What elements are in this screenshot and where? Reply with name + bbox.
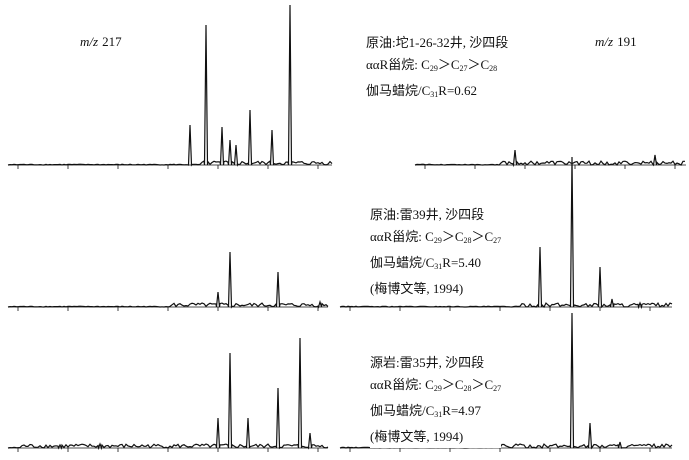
subscript: 28 [489,64,498,73]
text: ααR甾烷: C [370,229,434,244]
subscript: 28 [463,384,472,393]
text: 原油:雷39井, 沙四段 [370,207,485,222]
annotation-line: ααR甾烷: C29＞C28＞C27 [370,374,501,400]
text: 源岩:雷35井, 沙四段 [370,355,485,370]
text: ＞C [471,377,494,392]
text: 伽马蜡烷/C [370,403,435,418]
subscript: 28 [463,236,472,245]
text: 伽马蜡烷/C [366,83,431,98]
ion-symbol: m/z [80,34,99,49]
annotation-line: 原油:坨1-26-32井, 沙四段 [366,32,508,54]
annotation-line: ααR甾烷: C29＞C27＞C28 [366,54,508,80]
text: ααR甾烷: C [366,57,430,72]
annotation: 原油:雷39井, 沙四段 ααR甾烷: C29＞C28＞C27 伽马蜡烷/C31R=… [370,204,502,300]
text: R=4.97 [442,403,482,418]
subscript: 27 [493,384,502,393]
subscript: 29 [433,384,442,393]
text: ＞C [441,377,464,392]
subscript: 31 [434,262,443,271]
annotation-line: 源岩:雷35井, 沙四段 [370,352,501,374]
annotation-line: (梅博文等, 1994) [370,278,501,300]
subscript: 27 [493,236,502,245]
text: ＞C [467,57,490,72]
text: (梅博文等, 1994) [370,429,464,444]
ion-mass: 191 [617,34,637,49]
annotation-line: 伽马蜡烷/C31R=4.97 [370,400,501,426]
annotation: 源岩:雷35井, 沙四段 ααR甾烷: C29＞C28＞C27 伽马蜡烷/C31R=… [370,352,502,448]
text: ＞C [437,57,460,72]
annotation-line: 原油:雷39井, 沙四段 [370,204,501,226]
text: (梅博文等, 1994) [370,281,464,296]
trace [7,251,329,309]
trace [339,156,673,310]
annotation-line: (梅博文等, 1994) [370,426,501,448]
text: 原油:坨1-26-32井, 沙四段 [366,35,509,50]
text: R=0.62 [438,83,478,98]
ion-label: m/z 217 [80,34,122,50]
text: 伽马蜡烷/C [370,255,435,270]
ion-label: m/z 191 [595,34,637,50]
text: ααR甾烷: C [370,377,434,392]
trace [7,4,333,167]
annotation-line: 伽马蜡烷/C31R=5.40 [370,252,501,278]
subscript: 29 [433,236,442,245]
subscript: 27 [459,64,468,73]
annotation: 原油:坨1-26-32井, 沙四段 ααR甾烷: C29＞C27＞C28 伽马蜡烷/… [366,32,509,106]
subscript: 29 [429,64,438,73]
subscript: 31 [430,90,439,99]
trace [7,337,329,451]
annotation-line: 伽马蜡烷/C31R=0.62 [366,80,508,106]
annotation-line: ααR甾烷: C29＞C28＞C27 [370,226,501,252]
ion-symbol: m/z [595,34,614,49]
text: R=5.40 [442,255,482,270]
trace [414,149,685,168]
subscript: 31 [434,410,443,419]
text: ＞C [471,229,494,244]
ion-mass: 217 [102,34,122,49]
text: ＞C [441,229,464,244]
